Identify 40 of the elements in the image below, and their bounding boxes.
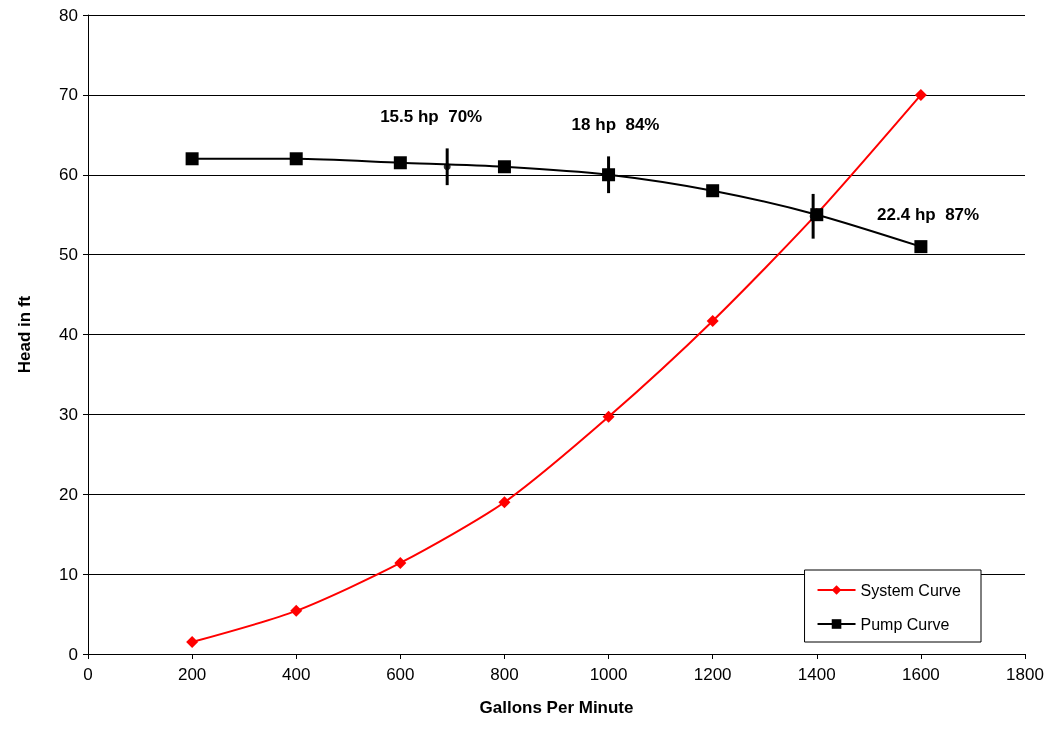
point xyxy=(914,88,927,101)
x-tick-label: 800 xyxy=(490,665,519,684)
annotation: 18 hp 84% xyxy=(571,115,660,135)
point xyxy=(185,152,199,166)
x-tick-label: 200 xyxy=(177,665,207,684)
x-tick-label: 1000 xyxy=(589,665,628,684)
point xyxy=(443,163,451,171)
y-tick-label: 80 xyxy=(59,5,78,25)
annotation: 22.4 hp 87% xyxy=(877,204,980,224)
y-tick-label: 70 xyxy=(59,85,78,105)
point xyxy=(186,636,199,649)
y-axis-title: Head in ft xyxy=(15,295,34,374)
y-tick-label: 40 xyxy=(59,325,78,344)
x-tick-label: 1800 xyxy=(1006,665,1044,684)
x-tick-label: 1200 xyxy=(693,665,732,684)
y-tick-label: 30 xyxy=(59,404,78,424)
point xyxy=(497,160,511,174)
y-tick-label: 60 xyxy=(59,165,78,185)
point xyxy=(706,314,719,327)
point xyxy=(289,152,303,166)
y-tick-label: 0 xyxy=(68,644,78,664)
legend-label: Pump Curve xyxy=(860,615,950,633)
x-axis-title: Gallons Per Minute xyxy=(479,698,634,717)
point xyxy=(602,410,615,423)
point xyxy=(393,156,407,170)
point xyxy=(914,240,928,254)
point xyxy=(394,556,407,569)
x-tick-label: 600 xyxy=(386,665,415,684)
y-tick-label: 50 xyxy=(59,245,78,265)
point xyxy=(498,496,511,509)
point xyxy=(290,604,303,617)
x-tick-label: 1600 xyxy=(901,665,940,684)
y-tick-label: 20 xyxy=(59,484,78,504)
annotation: 15.5 hp 70% xyxy=(380,107,483,127)
point xyxy=(706,184,720,198)
y-tick-label: 10 xyxy=(59,564,78,584)
x-tick-label: 400 xyxy=(282,665,311,684)
x-tick-label: 0 xyxy=(83,665,93,684)
legend-label: System Curve xyxy=(860,581,962,599)
x-tick-label: 1400 xyxy=(797,665,836,684)
